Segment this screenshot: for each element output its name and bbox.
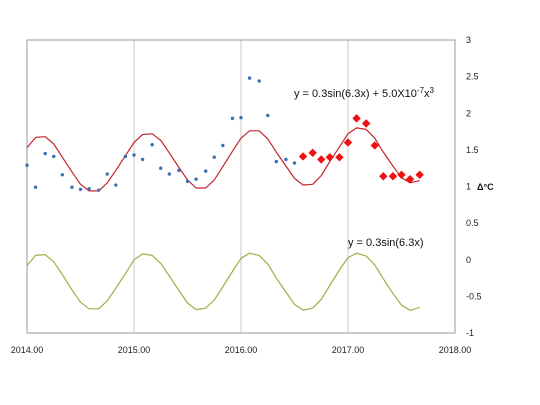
series-points	[25, 76, 424, 192]
data-point-diamond	[405, 174, 415, 184]
data-point-dot	[292, 161, 297, 165]
data-point-dot	[203, 169, 208, 173]
data-point-diamond	[298, 152, 308, 161]
data-point-diamond	[397, 170, 406, 179]
data-point-dot	[247, 76, 252, 80]
data-point-dot	[159, 166, 163, 170]
y-tick-label: -1	[466, 328, 474, 338]
series-lines	[26, 127, 420, 311]
data-point-dot	[167, 172, 172, 176]
data-point-diamond	[361, 119, 371, 128]
y-tick-label: -0.5	[466, 291, 482, 301]
data-point-dot	[274, 159, 279, 164]
y-tick-label: 2	[466, 108, 471, 118]
data-point-diamond	[379, 172, 388, 181]
y-tick-label: 2.5	[466, 72, 479, 82]
fit-equation-exponent-1: -7	[417, 86, 425, 95]
fit-equation-prefix: y = 0.3sin(6.3x) + 5.0X10	[294, 88, 417, 100]
x-tick-label: 2018.00	[439, 345, 472, 355]
data-point-diamond	[343, 138, 353, 147]
fit-equation-mid: x	[424, 88, 430, 100]
y-tick-labels: -1 -0.5 0 0.5 1 1.5 2 2.5 3	[466, 35, 482, 338]
data-point-dot	[266, 113, 270, 118]
data-point-dot	[185, 179, 190, 184]
data-point-dot	[52, 154, 56, 159]
y-tick-label: 3	[466, 35, 471, 45]
x-tick-label: 2017.00	[332, 345, 365, 355]
y-tick-label: 1.5	[466, 145, 479, 155]
y-tick-label: 0	[466, 255, 471, 265]
data-point-dot	[114, 183, 118, 187]
data-point-dot	[78, 187, 83, 192]
data-point-diamond	[325, 153, 335, 162]
data-point-dot	[123, 154, 128, 159]
series-line	[26, 127, 420, 192]
data-point-dot	[96, 188, 101, 192]
data-point-diamond	[370, 141, 379, 150]
data-point-dot	[212, 155, 216, 159]
data-point-dot	[284, 157, 288, 162]
data-point-dot	[239, 115, 243, 120]
data-point-dot	[132, 153, 136, 157]
data-point-dot	[87, 186, 91, 191]
data-point-dot	[230, 116, 235, 121]
fit-equation-label: y = 0.3sin(6.3x) + 5.0X10-7x3	[294, 86, 435, 100]
x-tick-label: 2016.00	[225, 345, 258, 355]
data-point-dot	[43, 151, 47, 156]
data-point-dot	[177, 168, 181, 173]
data-point-dot	[25, 163, 29, 167]
x-tick-label: 2014.00	[11, 345, 44, 355]
y-tick-label: 1	[466, 182, 471, 192]
data-point-diamond	[352, 114, 361, 123]
data-point-diamond	[388, 172, 398, 181]
plot-area-border	[26, 39, 456, 334]
data-point-dot	[150, 143, 154, 147]
y-axis-label: Δ°C	[477, 182, 494, 192]
fit-equation-exponent-2: 3	[430, 86, 435, 95]
data-point-dot	[33, 185, 38, 189]
data-point-dot	[221, 143, 225, 148]
data-point-diamond	[335, 153, 344, 162]
data-point-diamond	[415, 170, 424, 179]
grid-lines	[133, 40, 349, 333]
sine-equation-label: y = 0.3sin(6.3x)	[348, 237, 424, 249]
data-point-dot	[140, 157, 145, 162]
data-point-dot	[70, 185, 74, 189]
series-line	[26, 252, 420, 311]
y-tick-label: 0.5	[466, 218, 479, 228]
data-point-diamond	[308, 148, 317, 158]
data-point-dot	[257, 79, 261, 83]
x-tick-label: 2015.00	[118, 345, 151, 355]
data-point-diamond	[317, 155, 326, 164]
x-tick-labels: 2014.00 2015.00 2016.00 2017.00 2018.00	[11, 345, 472, 355]
data-point-dot	[60, 173, 65, 177]
data-point-dot	[194, 177, 198, 181]
data-point-dot	[105, 172, 109, 176]
